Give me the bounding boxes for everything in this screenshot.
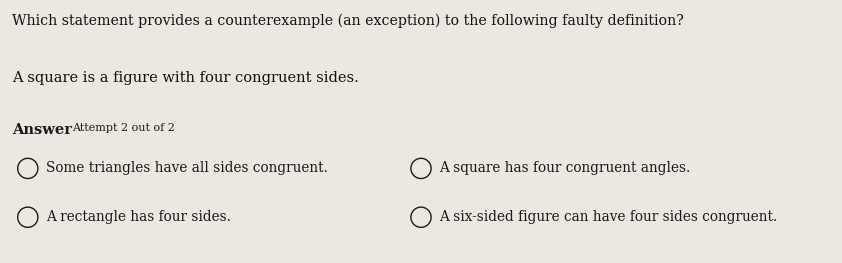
- Text: Answer: Answer: [12, 123, 72, 137]
- Text: Attempt 2 out of 2: Attempt 2 out of 2: [72, 123, 174, 133]
- Text: A rectangle has four sides.: A rectangle has four sides.: [46, 210, 232, 224]
- Text: Some triangles have all sides congruent.: Some triangles have all sides congruent.: [46, 161, 328, 175]
- Text: A square is a figure with four congruent sides.: A square is a figure with four congruent…: [12, 71, 359, 85]
- Text: Which statement provides a counterexample (an exception) to the following faulty: Which statement provides a counterexampl…: [12, 13, 684, 28]
- Text: A six-sided figure can have four sides congruent.: A six-sided figure can have four sides c…: [440, 210, 778, 224]
- Text: A square has four congruent angles.: A square has four congruent angles.: [440, 161, 690, 175]
